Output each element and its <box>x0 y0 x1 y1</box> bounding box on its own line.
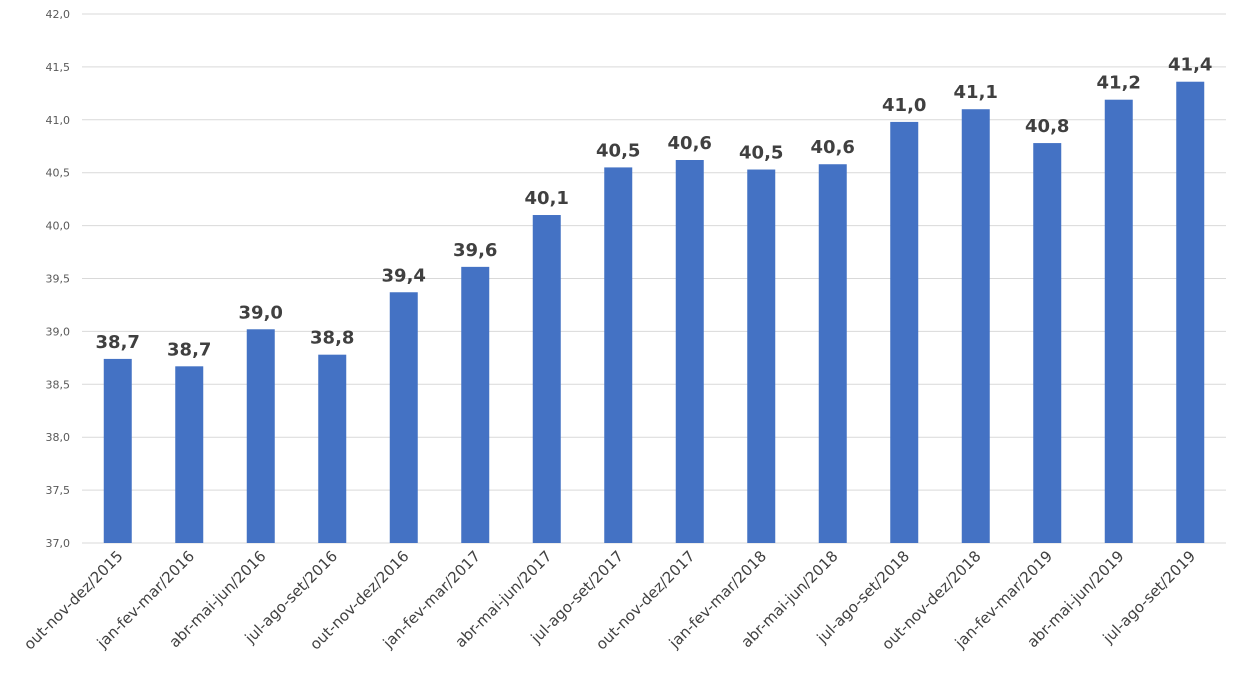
bar <box>1104 99 1133 543</box>
data-label: 40,1 <box>525 188 569 209</box>
data-label: 41,0 <box>882 95 926 116</box>
y-tick-label: 37,0 <box>46 537 71 550</box>
bar <box>175 366 204 543</box>
bar <box>818 164 847 543</box>
y-tick-label: 39,5 <box>46 273 71 286</box>
bar <box>246 329 275 543</box>
data-label: 40,6 <box>811 137 855 158</box>
bar <box>1033 143 1062 544</box>
bars <box>103 81 1205 544</box>
data-labels: 38,7 38,7 39,0 38,8 39,4 39,6 40,1 40,5 40,6 40,5… <box>96 55 1213 361</box>
y-tick-label: 40,0 <box>46 220 71 233</box>
bar <box>532 215 561 543</box>
data-label: 38,7 <box>96 332 140 353</box>
data-label: 40,5 <box>596 140 640 161</box>
data-label: 39,6 <box>453 240 497 261</box>
bar <box>103 358 132 543</box>
bar <box>1176 81 1205 543</box>
bar <box>890 121 919 543</box>
bar <box>961 109 990 543</box>
y-tick-label: 40,5 <box>46 167 71 180</box>
data-label: 40,8 <box>1025 116 1069 137</box>
data-label: 38,7 <box>167 339 211 360</box>
y-tick-label: 41,0 <box>46 114 71 127</box>
data-label: 38,8 <box>310 328 354 349</box>
bar <box>675 160 704 543</box>
data-label: 39,0 <box>239 302 283 323</box>
data-label: 39,4 <box>382 265 426 286</box>
y-tick-label: 39,0 <box>46 325 71 338</box>
x-axis: out-nov-dez/2015jan-fev-mar/2016abr-mai-… <box>20 547 1199 653</box>
bar <box>747 169 776 543</box>
bar <box>389 292 418 543</box>
y-tick-label: 38,5 <box>46 378 71 391</box>
data-label: 40,5 <box>739 143 783 164</box>
y-axis: 37,0 37,5 38,0 38,5 39,0 39,5 40,0 40,5 41,0 41,5… <box>46 8 71 550</box>
y-tick-label: 37,5 <box>46 484 71 497</box>
data-label: 41,1 <box>954 82 998 103</box>
bar <box>604 167 633 543</box>
data-label: 41,4 <box>1168 55 1212 76</box>
bar <box>318 354 347 543</box>
y-tick-label: 38,0 <box>46 431 71 444</box>
y-tick-label: 41,5 <box>46 61 71 74</box>
bar <box>461 266 490 543</box>
data-label: 41,2 <box>1097 73 1141 94</box>
data-label: 40,6 <box>668 133 712 154</box>
y-tick-label: 42,0 <box>46 8 71 21</box>
